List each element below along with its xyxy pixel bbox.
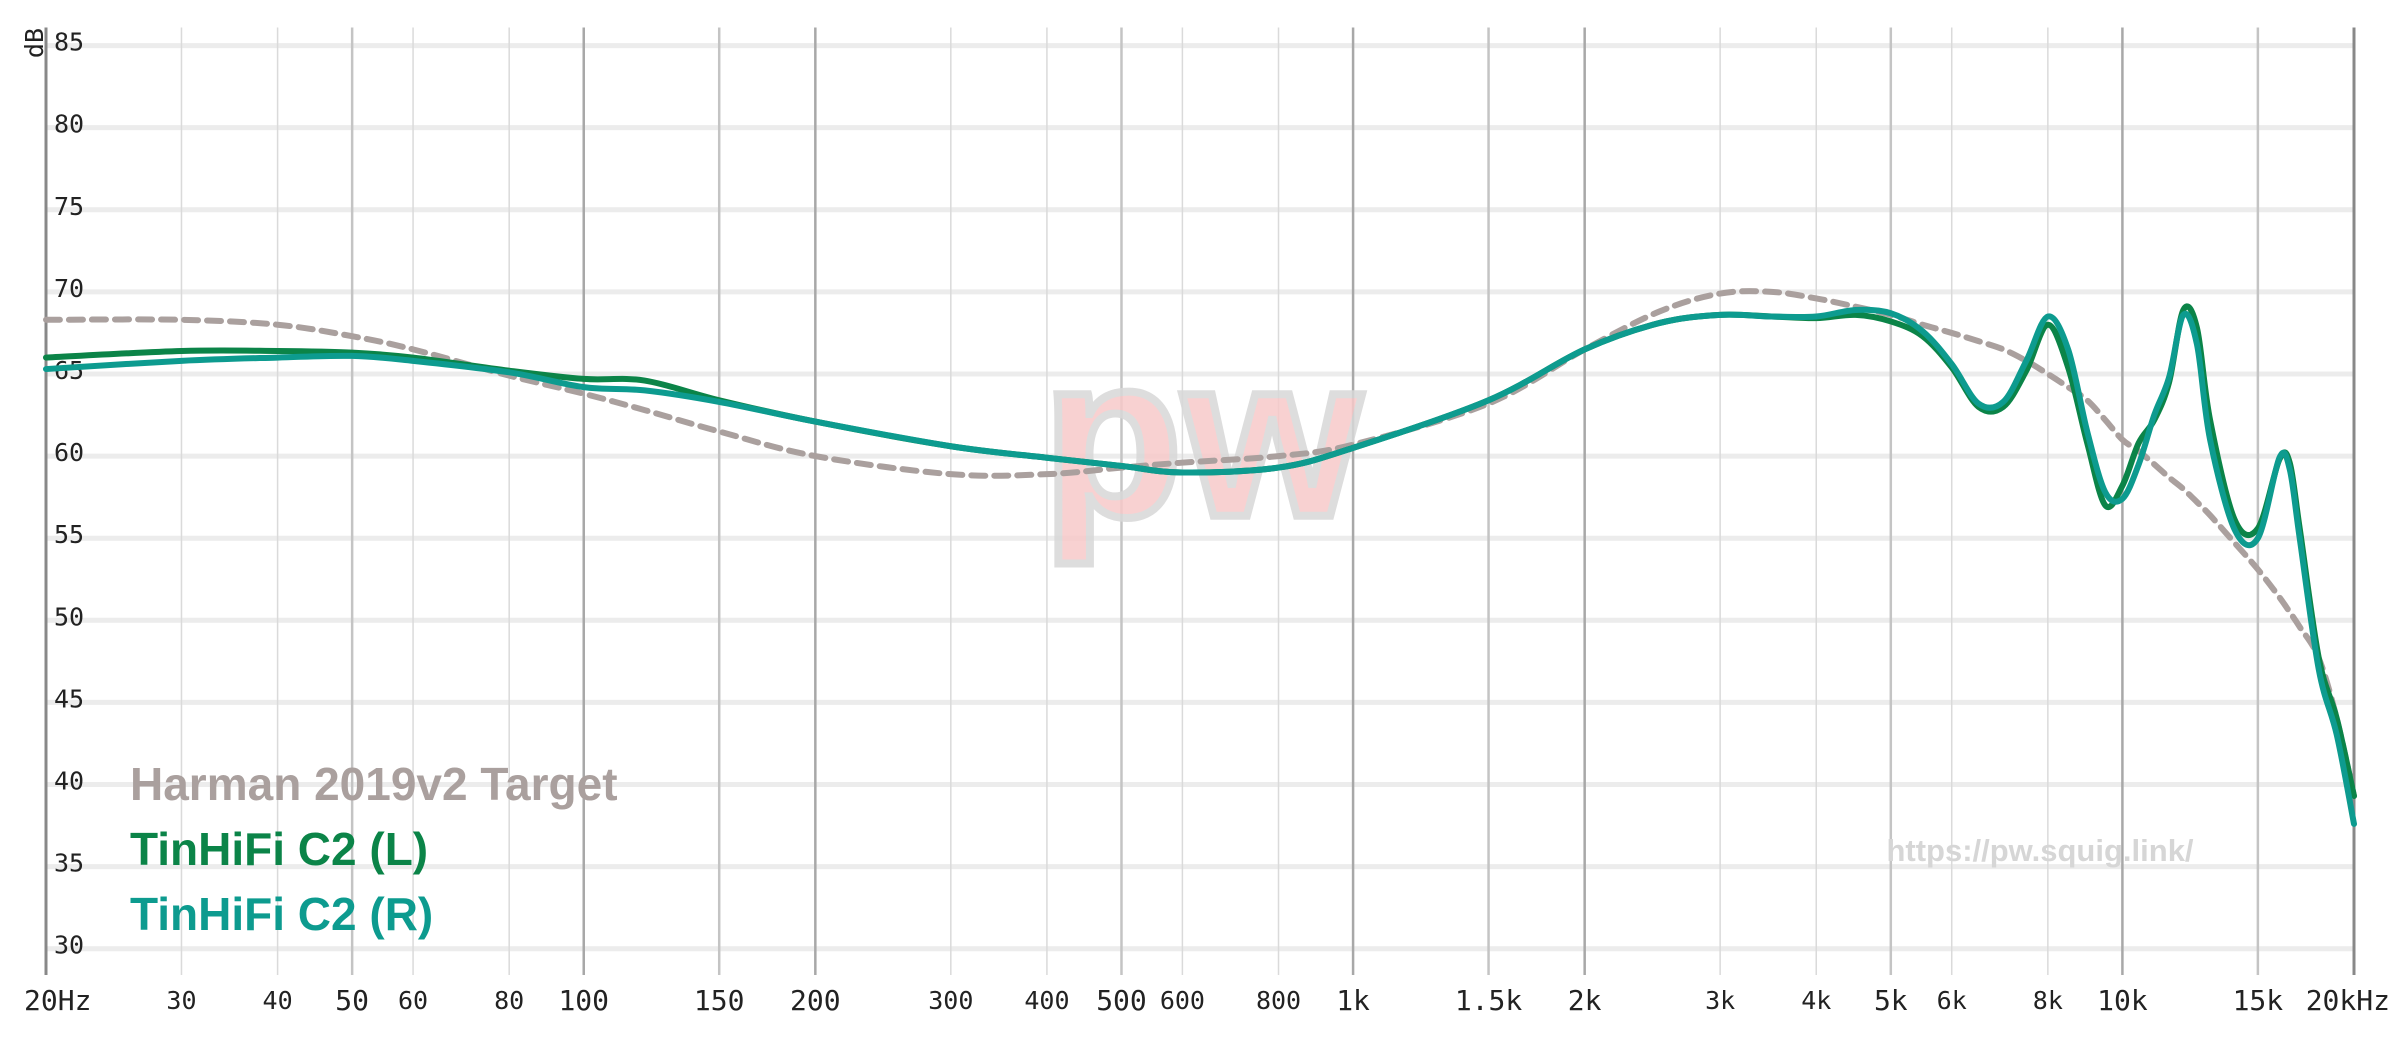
legend-entry: TinHiFi C2 (R) bbox=[130, 888, 433, 940]
y-tick-label: 60 bbox=[54, 438, 84, 467]
watermark: https://pw.squig.link/ bbox=[1886, 833, 2193, 868]
y-tick-label: 55 bbox=[54, 520, 84, 549]
x-tick-label: 60 bbox=[398, 986, 428, 1015]
x-tick-label: 400 bbox=[1024, 986, 1069, 1015]
x-tick-label: 500 bbox=[1096, 984, 1147, 1017]
y-tick-label: 35 bbox=[54, 849, 84, 878]
x-tick-label: 200 bbox=[790, 984, 841, 1017]
x-tick-label: 20kHz bbox=[2306, 984, 2390, 1017]
y-tick-label: 75 bbox=[54, 192, 84, 221]
x-tick-label: 10k bbox=[2097, 984, 2148, 1017]
x-tick-label: 800 bbox=[1256, 986, 1301, 1015]
y-axis-label: dB bbox=[20, 28, 49, 58]
x-tick-label: 20Hz bbox=[24, 984, 91, 1017]
x-tick-label: 5k bbox=[1874, 984, 1908, 1017]
x-tick-label: 3k bbox=[1705, 986, 1735, 1015]
legend-entry: TinHiFi C2 (L) bbox=[130, 823, 428, 875]
x-tick-label: 40 bbox=[263, 986, 293, 1015]
logo: pw bbox=[1042, 308, 1362, 565]
x-tick-label: 300 bbox=[928, 986, 973, 1015]
x-tick-label: 15k bbox=[2233, 984, 2284, 1017]
x-tick-label: 100 bbox=[558, 984, 609, 1017]
x-tick-label: 80 bbox=[494, 986, 524, 1015]
x-tick-label: 8k bbox=[2033, 986, 2063, 1015]
y-tick-label: 40 bbox=[54, 767, 84, 796]
series-line bbox=[43, 306, 2357, 827]
y-tick-label: 50 bbox=[54, 602, 84, 631]
y-tick-label: 80 bbox=[54, 110, 84, 139]
x-tick-label: 4k bbox=[1801, 986, 1831, 1015]
y-tick-label: 30 bbox=[54, 931, 84, 960]
x-tick-label: 1.5k bbox=[1455, 984, 1523, 1017]
x-tick-label: 6k bbox=[1937, 986, 1967, 1015]
x-tick-label: 150 bbox=[694, 984, 745, 1017]
x-tick-label: 600 bbox=[1160, 986, 1205, 1015]
y-tick-label: 70 bbox=[54, 274, 84, 303]
y-tick-label: 45 bbox=[54, 684, 84, 713]
legend-entry: Harman 2019v2 Target bbox=[130, 758, 618, 810]
x-tick-label: 2k bbox=[1568, 984, 1602, 1017]
x-tick-label: 1k bbox=[1336, 984, 1370, 1017]
series-line bbox=[43, 303, 2357, 800]
x-tick-label: 30 bbox=[166, 986, 196, 1015]
series-line bbox=[43, 288, 2357, 800]
x-tick-label: 50 bbox=[335, 984, 369, 1017]
y-tick-label: 85 bbox=[54, 28, 84, 57]
